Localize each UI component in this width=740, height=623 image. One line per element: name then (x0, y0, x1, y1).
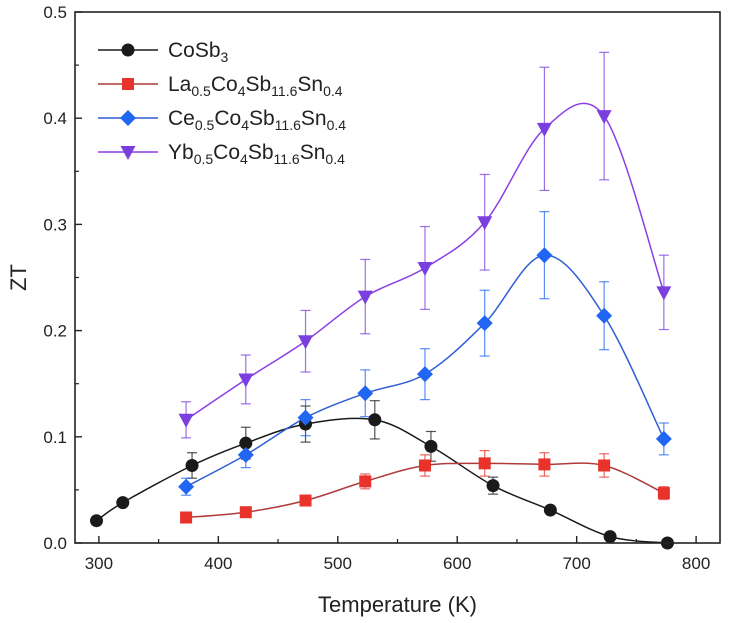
point-la (299, 494, 312, 507)
x-tick-label: 500 (324, 554, 352, 573)
point-yb (596, 110, 612, 125)
point-yb (298, 335, 314, 350)
point-cosb3 (185, 458, 199, 472)
x-tick-label: 600 (443, 554, 471, 573)
point-cosb3 (543, 503, 557, 517)
point-yb (417, 261, 433, 276)
point-ce (536, 247, 553, 264)
legend-label-cosb3: CoSb3 (168, 39, 229, 65)
point-la (657, 487, 670, 500)
point-ce (237, 446, 254, 463)
point-cosb3 (90, 514, 103, 528)
y-tick-label: 0.0 (43, 534, 67, 553)
x-tick-label: 800 (682, 554, 710, 573)
legend: CoSb3 La0.5Co4Sb11.6Sn0.4 Ce0.5Co4Sb11.6Sn… (98, 39, 346, 167)
y-tick-label: 0.3 (43, 215, 67, 234)
point-ce (297, 409, 314, 426)
legend-marker-la (122, 78, 134, 90)
legend-label-yb: Yb0.5Co4Sb11.6Sn0.4 (168, 141, 345, 167)
axes: 300 400 500 600 700 800 0.0 0.1 0.2 0.3 0.4 0.5 (43, 3, 710, 573)
point-la (598, 459, 611, 472)
point-yb (477, 216, 493, 231)
point-yb (357, 290, 373, 305)
legend-marker-ce (120, 110, 136, 126)
point-yb (238, 373, 254, 388)
point-cosb3 (603, 530, 617, 544)
point-yb (536, 122, 552, 137)
point-cosb3 (368, 413, 382, 427)
x-axis-title: Temperature (K) (318, 592, 477, 617)
x-tick-label: 300 (85, 554, 113, 573)
fit-curves (96, 102, 668, 544)
point-yb (178, 413, 194, 428)
point-ce (416, 366, 433, 383)
point-la (359, 475, 372, 488)
y-tick-label: 0.1 (43, 428, 67, 447)
legend-label-ce: Ce0.5Co4Sb11.6Sn0.4 (168, 107, 346, 133)
point-la (538, 458, 551, 471)
y-tick-label: 0.5 (43, 3, 67, 22)
y-tick-label: 0.2 (43, 322, 67, 341)
point-yb (656, 286, 672, 301)
point-ce (596, 307, 613, 324)
point-cosb3 (424, 439, 438, 453)
point-la (478, 457, 491, 470)
point-cosb3 (116, 496, 130, 510)
point-ce (476, 315, 493, 332)
legend-marker-yb (120, 146, 136, 160)
point-ce (655, 430, 672, 447)
point-cosb3 (486, 479, 500, 493)
point-ce (357, 385, 374, 402)
point-ce (178, 478, 195, 495)
y-axis-title: ZT (6, 264, 31, 291)
y-tick-label: 0.4 (43, 109, 67, 128)
x-tick-label: 400 (204, 554, 232, 573)
legend-marker-cosb3 (121, 43, 135, 57)
point-la (180, 511, 193, 524)
data-markers (90, 110, 674, 550)
x-tick-label: 700 (562, 554, 590, 573)
point-la (418, 459, 431, 472)
curve-cosb3 (96, 417, 668, 544)
legend-label-la: La0.5Co4Sb11.6Sn0.4 (168, 73, 343, 99)
point-cosb3 (239, 436, 253, 450)
point-la (239, 506, 252, 519)
